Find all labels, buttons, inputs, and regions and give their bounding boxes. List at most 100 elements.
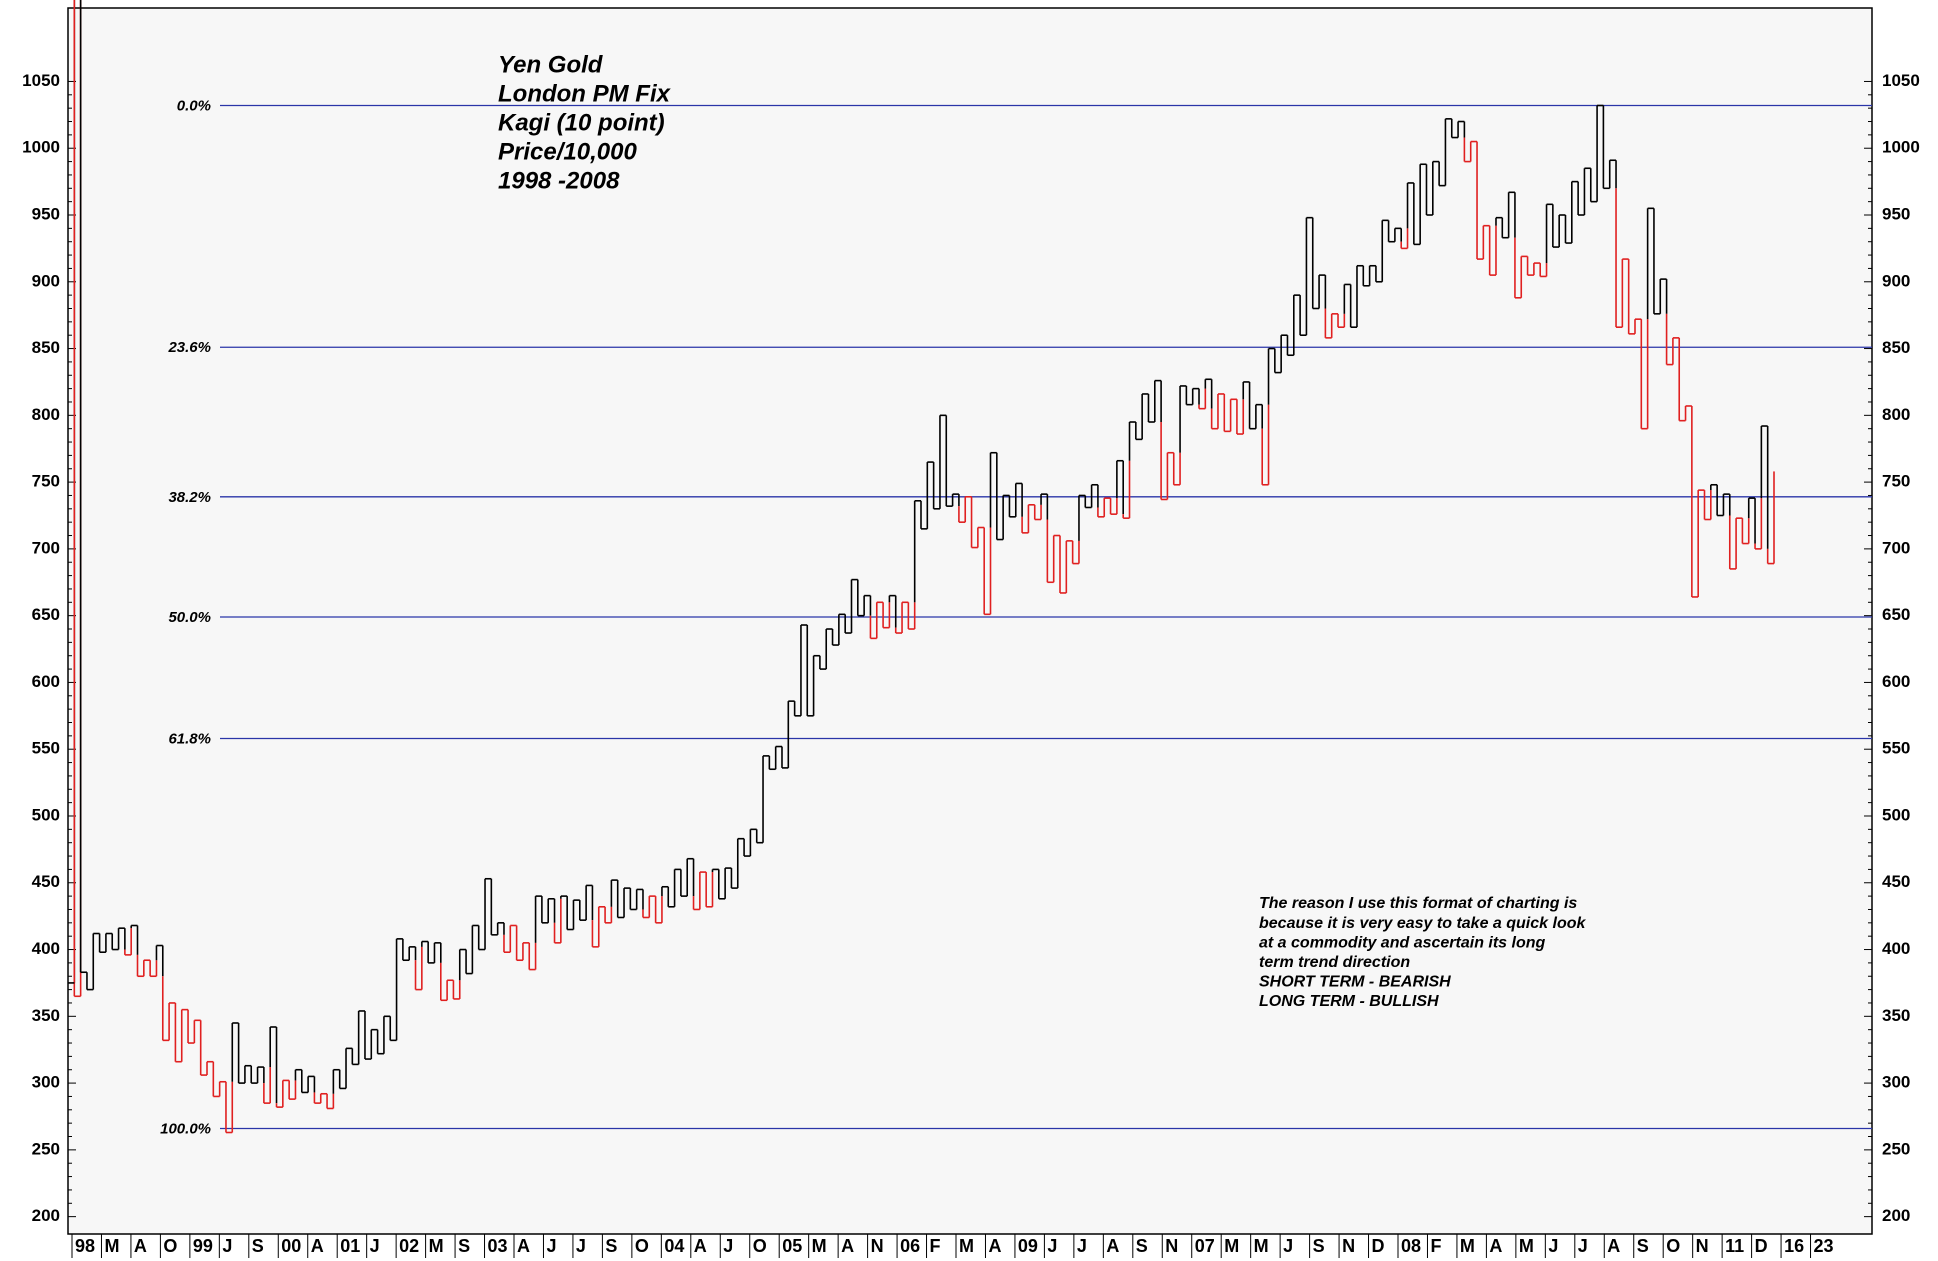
x-tick-label: A — [311, 1236, 324, 1256]
x-tick-label: J — [723, 1236, 733, 1256]
y-tick-label-right: 900 — [1882, 271, 1910, 290]
x-tick-label: O — [753, 1236, 767, 1256]
x-tick-label: J — [546, 1236, 556, 1256]
reference-label: 50.0% — [168, 609, 211, 626]
annotation-line: term trend direction — [1259, 954, 1410, 971]
x-tick-label: J — [1548, 1236, 1558, 1256]
y-tick-label: 450 — [32, 872, 60, 891]
y-tick-label-right: 450 — [1882, 872, 1910, 891]
x-tick-label: O — [635, 1236, 649, 1256]
reference-label: 38.2% — [168, 489, 211, 506]
x-tick-label: 06 — [900, 1236, 920, 1256]
y-tick-label: 400 — [32, 939, 60, 958]
x-tick-label: S — [1136, 1236, 1148, 1256]
y-tick-label: 250 — [32, 1139, 60, 1158]
y-tick-label-right: 1050 — [1882, 71, 1920, 90]
x-tick-label: S — [458, 1236, 470, 1256]
x-tick-label: M — [812, 1236, 827, 1256]
x-tick-label: A — [517, 1236, 530, 1256]
x-tick-label: 07 — [1195, 1236, 1215, 1256]
y-tick-label: 650 — [32, 605, 60, 624]
x-tick-label: 03 — [488, 1236, 508, 1256]
x-tick-label: 11 — [1725, 1236, 1744, 1256]
x-tick-label: S — [605, 1236, 617, 1256]
title-line: Yen Gold — [498, 51, 604, 78]
x-tick-label: A — [988, 1236, 1001, 1256]
y-tick-label: 900 — [32, 271, 60, 290]
x-tick-label: A — [1106, 1236, 1119, 1256]
x-tick-label: 01 — [340, 1236, 360, 1256]
y-tick-label-right: 850 — [1882, 338, 1910, 357]
reference-label: 100.0% — [160, 1120, 211, 1137]
annotation-line: The reason I use this format of charting… — [1259, 895, 1577, 912]
title-line: London PM Fix — [498, 80, 672, 107]
x-tick-label: 09 — [1018, 1236, 1038, 1256]
y-tick-label: 700 — [32, 538, 60, 557]
x-tick-label: J — [222, 1236, 232, 1256]
x-tick-label: A — [1607, 1236, 1620, 1256]
title-line: Kagi (10 point) — [498, 109, 665, 136]
y-tick-label: 600 — [32, 672, 60, 691]
y-tick-label-right: 350 — [1882, 1006, 1910, 1025]
x-tick-label: F — [930, 1236, 941, 1256]
x-tick-label: 98 — [75, 1236, 95, 1256]
x-tick-label: M — [1460, 1236, 1475, 1256]
y-tick-label: 850 — [32, 338, 60, 357]
y-tick-label: 1000 — [22, 138, 60, 157]
y-tick-label: 350 — [32, 1006, 60, 1025]
x-tick-label: A — [841, 1236, 854, 1256]
y-tick-label: 200 — [32, 1206, 60, 1225]
y-tick-label: 950 — [32, 204, 60, 223]
x-tick-label: O — [163, 1236, 177, 1256]
x-tick-label: N — [1342, 1236, 1355, 1256]
x-tick-label: M — [1224, 1236, 1239, 1256]
y-tick-label-right: 950 — [1882, 204, 1910, 223]
plot-area — [67, 7, 1873, 1235]
y-tick-label-right: 700 — [1882, 538, 1910, 557]
annotation-line: at a commodity and ascertain its long — [1259, 934, 1546, 951]
y-tick-label-right: 300 — [1882, 1073, 1910, 1092]
y-tick-label-right: 650 — [1882, 605, 1910, 624]
x-tick-label: S — [1637, 1236, 1649, 1256]
x-tick-label: J — [1283, 1236, 1293, 1256]
x-tick-label: 05 — [782, 1236, 802, 1256]
x-tick-label: 04 — [664, 1236, 684, 1256]
y-tick-label: 800 — [32, 405, 60, 424]
y-tick-label-right: 550 — [1882, 739, 1910, 758]
y-tick-label-right: 500 — [1882, 805, 1910, 824]
title-line: Price/10,000 — [498, 138, 637, 165]
x-tick-label: A — [1489, 1236, 1502, 1256]
x-tick-label: D — [1755, 1236, 1768, 1256]
x-tick-label: M — [959, 1236, 974, 1256]
x-tick-label: 02 — [399, 1236, 419, 1256]
x-tick-label: M — [1519, 1236, 1534, 1256]
y-tick-label-right: 600 — [1882, 672, 1910, 691]
kagi-line — [68, 0, 1775, 1134]
y-tick-label: 500 — [32, 805, 60, 824]
y-tick-label: 300 — [32, 1073, 60, 1092]
y-tick-label-right: 750 — [1882, 472, 1910, 491]
x-tick-label: S — [252, 1236, 264, 1256]
x-tick-label: J — [1047, 1236, 1057, 1256]
x-tick-label: M — [104, 1236, 119, 1256]
annotation-line: LONG TERM - BULLISH — [1259, 993, 1439, 1010]
reference-label: 23.6% — [167, 339, 211, 356]
x-tick-label: M — [1254, 1236, 1269, 1256]
annotation-line: SHORT TERM - BEARISH — [1259, 974, 1451, 991]
y-tick-label-right: 250 — [1882, 1139, 1910, 1158]
reference-label: 0.0% — [177, 97, 211, 114]
x-tick-label: J — [1578, 1236, 1588, 1256]
x-tick-label: A — [134, 1236, 147, 1256]
x-tick-label: A — [694, 1236, 707, 1256]
reference-label: 61.8% — [168, 730, 211, 747]
title-line: 1998 -2008 — [498, 167, 620, 194]
y-tick-label: 1050 — [22, 71, 60, 90]
x-tick-label: 16 — [1784, 1236, 1804, 1256]
x-tick-label: 23 — [1814, 1236, 1834, 1256]
x-tick-label: F — [1430, 1236, 1441, 1256]
x-tick-label: N — [871, 1236, 884, 1256]
x-tick-label: 08 — [1401, 1236, 1421, 1256]
y-tick-label-right: 1000 — [1882, 138, 1920, 157]
x-tick-label: S — [1313, 1236, 1325, 1256]
